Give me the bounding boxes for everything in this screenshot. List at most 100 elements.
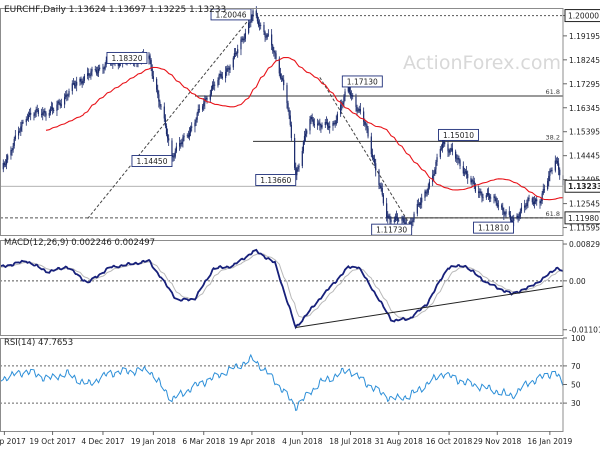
- support-box: [564, 211, 600, 225]
- candle-body: [320, 125, 322, 128]
- candle-body: [226, 68, 228, 73]
- candle-body: [102, 67, 104, 69]
- candle-body: [202, 106, 204, 110]
- support-label: 1.11980: [568, 214, 599, 223]
- candle-body: [103, 68, 105, 70]
- candle-body: [260, 24, 262, 26]
- candle-body: [535, 199, 537, 202]
- candle-body: [258, 25, 261, 26]
- candle-body: [319, 122, 321, 126]
- rsi-tick-label: 50: [571, 381, 581, 390]
- candle-body: [559, 169, 561, 176]
- rsi-tick-label: 100: [571, 334, 586, 343]
- candle-body: [493, 196, 495, 198]
- axes-layer: 1.20000 1.19195 1.18245 1.17295 1.16345 1.153…: [0, 8, 600, 446]
- candle-body: [516, 215, 518, 218]
- x-tick-label: 16 Oct 2018: [426, 437, 473, 446]
- candle-body: [250, 21, 252, 23]
- fib-label: 61.8: [546, 210, 560, 218]
- candle-body: [496, 203, 498, 207]
- candle-body: [359, 108, 361, 112]
- candle-body: [449, 149, 451, 153]
- candle-body: [398, 220, 400, 222]
- price-tick-label: 1.15395: [569, 128, 600, 137]
- candle-body: [256, 15, 259, 22]
- candle-body: [179, 143, 181, 147]
- candle-body: [287, 103, 289, 111]
- candle-body: [118, 63, 120, 66]
- candle-body: [48, 113, 50, 116]
- x-tick-label: 6 Mar 2018: [182, 437, 225, 446]
- candle-body: [456, 158, 458, 160]
- candle-body: [64, 97, 66, 105]
- candle-body: [450, 148, 452, 150]
- candle-body: [451, 148, 453, 152]
- price-tick-label: 1.19195: [569, 32, 600, 41]
- candle-body: [283, 79, 285, 86]
- candle-body: [336, 113, 338, 121]
- swing-label-box: [255, 174, 297, 186]
- swing-label: 1.20046: [216, 10, 247, 19]
- candle-body: [165, 125, 168, 135]
- panel-frame-price: [0, 8, 564, 236]
- candle-body: [502, 207, 504, 211]
- candle-body: [158, 94, 160, 102]
- candle-body: [166, 134, 169, 139]
- candle-body: [410, 221, 412, 224]
- candle-body: [386, 203, 388, 218]
- candle-body: [10, 150, 12, 156]
- candle-body: [295, 167, 297, 176]
- candle-body: [554, 160, 556, 171]
- candle-body: [255, 10, 257, 16]
- candle-body: [497, 205, 499, 207]
- candle-body: [358, 108, 360, 111]
- candle-body: [549, 170, 551, 176]
- candle-body: [152, 76, 154, 79]
- candle-body: [504, 213, 506, 215]
- macd-line: [0, 248, 564, 330]
- candle-body: [531, 198, 533, 203]
- candle-body: [311, 116, 313, 120]
- candle-body: [191, 126, 193, 128]
- candle-body: [490, 197, 492, 199]
- candle-body: [94, 69, 96, 70]
- candle-body: [435, 161, 437, 170]
- candle-body: [481, 193, 483, 198]
- candle-body: [542, 189, 544, 194]
- x-tick-label: 19 Jan 2018: [131, 437, 176, 446]
- candle-body: [555, 160, 558, 162]
- x-tick-label: 5 Sep 2017: [0, 437, 26, 446]
- swing-label: 1.14450: [136, 157, 167, 166]
- candle-body: [313, 124, 315, 126]
- candle-body: [413, 213, 415, 220]
- candle-body: [524, 205, 526, 208]
- candle-body: [217, 80, 219, 86]
- candle-body: [382, 194, 384, 204]
- candle-body: [471, 180, 473, 183]
- candle-body: [527, 198, 529, 203]
- rsi-tick-label: 70: [571, 362, 581, 371]
- candle-body: [264, 32, 266, 37]
- swing-label-box: [473, 221, 514, 234]
- candle-body: [163, 106, 165, 119]
- candle-body: [473, 181, 475, 187]
- candle-body: [11, 150, 13, 151]
- candle-body: [181, 141, 183, 145]
- candle-body: [235, 53, 238, 54]
- candle-body: [290, 124, 292, 138]
- candle-body: [474, 186, 476, 192]
- candle-body: [35, 109, 37, 113]
- candle-body: [229, 67, 231, 70]
- price-tick-label: 1.17295: [569, 80, 600, 89]
- candle-body: [81, 81, 83, 84]
- candle-body: [37, 109, 39, 114]
- candle-body: [80, 78, 82, 82]
- candle-body: [443, 142, 445, 144]
- candle-body: [536, 199, 538, 202]
- candle-body: [82, 80, 84, 84]
- candle-body: [411, 221, 413, 223]
- candle-body: [30, 112, 32, 115]
- candle-body: [298, 165, 300, 168]
- candle-body: [12, 145, 14, 151]
